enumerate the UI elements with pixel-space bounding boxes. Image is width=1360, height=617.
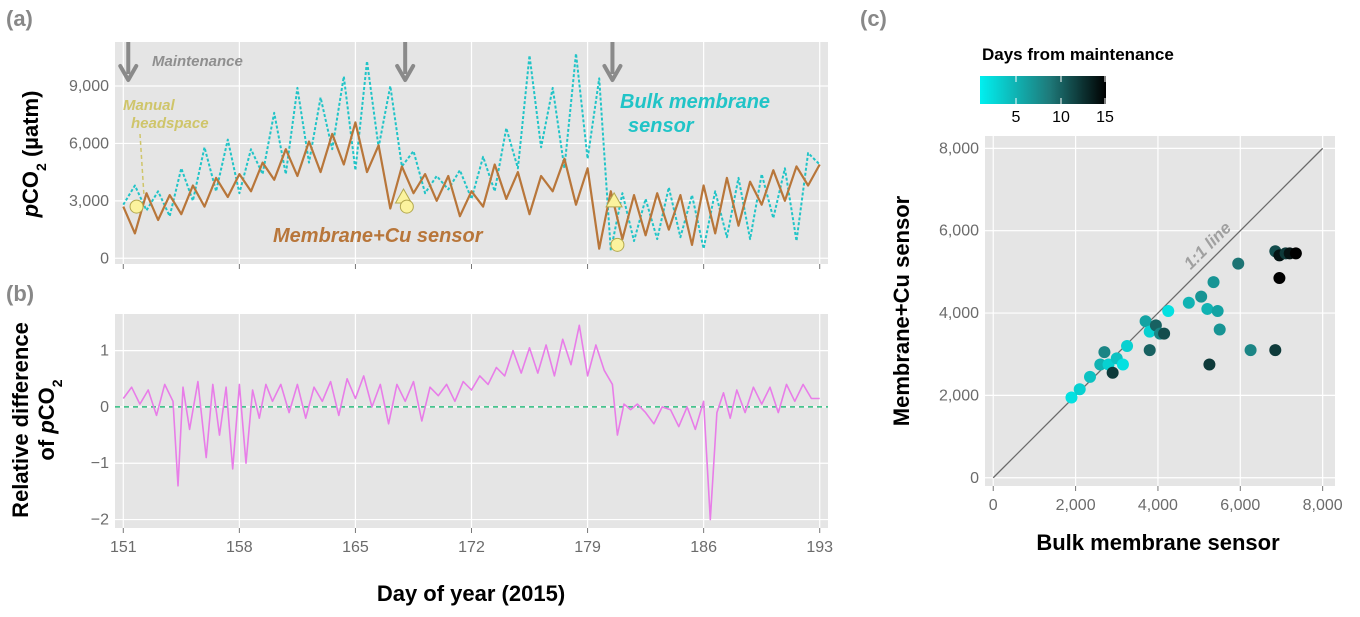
manual-headspace-pointer [139,133,145,197]
panel-b-y-tick-label: −1 [91,455,109,472]
panel-c-y-tick-label: 4,000 [939,305,979,322]
maintenance-arrow-icon [118,64,139,82]
panel-b-y-axis-title-line2: of pCO2 [34,379,65,460]
panel-a-y-tick-label: 9,000 [69,78,109,95]
scatter-point [1213,323,1226,336]
headspace-circle [129,199,144,214]
colorbar-tick-label: 15 [1096,109,1114,126]
colorbar-tick-label: 10 [1052,109,1070,126]
one-to-one-line [992,147,1324,479]
panel-b-y-axis-title-line1: Relative difference [8,322,33,518]
scatter-point [1143,344,1156,357]
relative-difference-line [122,324,820,521]
panel-b-y-tick-label: −2 [91,512,109,529]
maintenance-arrow-icon [395,64,416,82]
panel-a-y-axis-title: pCO2 (µatm) [18,91,49,219]
cu-sensor-label: Membrane+Cu sensor [273,225,484,247]
scatter-point [1098,346,1111,359]
colorbar: Days from maintenance 5 10 15 [980,45,1174,126]
panel-b-x-tick-label: 165 [342,539,369,556]
scatter-point [1203,358,1216,371]
scatter-point [1116,358,1129,371]
panel-a-y-tick-label: 6,000 [69,135,109,152]
panel-b-x-ticks: 151 158 165 172 179 186 193 [110,528,833,556]
panel-a-y-tick-label: 0 [100,250,109,267]
panel-b-x-tick-label: 158 [226,539,253,556]
panel-b-y-tick-label: 1 [100,343,109,360]
panel-c-x-tick-label: 4,000 [1138,497,1178,514]
scatter-point [1289,247,1302,260]
panel-b-x-tick-label: 193 [806,539,833,556]
scatter-point [1162,305,1175,317]
panel-c-x-tick-label: 2,000 [1056,497,1096,514]
panel-a-x-ticks [122,264,821,269]
scatter-point [1106,366,1119,379]
scatter-point [1244,344,1257,357]
panel-c-x-axis-title: Bulk membrane sensor [1036,530,1280,555]
scatter-point [1065,391,1078,404]
headspace-triangle [605,191,623,208]
panel-c-y-tick-label: 2,000 [939,387,979,404]
panel-label-c: (c) [860,6,887,31]
panel-c-grid [985,136,1335,486]
colorbar-gradient [980,76,1106,104]
panel-b: −2 −1 0 1 151 158 165 172 179 186 193 Relative di… [8,314,833,606]
manual-headspace-markers [129,188,625,252]
panel-b-x-tick-label: 186 [690,539,717,556]
scatter-point [1084,370,1096,383]
panel-c-y-tick-label: 0 [970,470,979,487]
colorbar-ticks: 5 10 15 [1012,76,1114,126]
scatter-point [1269,344,1282,357]
manual-headspace-label-1: Manual [123,97,176,114]
colorbar-title: Days from maintenance [982,45,1174,64]
panel-c-x-tick-label: 8,000 [1303,497,1343,514]
panel-a: 0 3,000 6,000 9,000 Maintenance Manual head… [18,42,828,269]
panel-c-y-tick-label: 6,000 [939,223,979,240]
scatter-point [1273,272,1286,285]
scatter-point [1139,315,1152,328]
panel-c-x-tick-label: 0 [989,497,998,514]
maintenance-arrow-icon [602,64,623,82]
panel-a-grid [115,42,828,264]
panel-label-a: (a) [6,6,33,31]
colorbar-tick-label: 5 [1012,109,1021,126]
panel-c-y-tick-label: 8,000 [939,140,979,157]
cu-sensor-line [122,121,821,250]
headspace-circle [610,237,625,252]
scatter-point [1073,383,1086,396]
panel-c-ticks: 0 2,000 4,000 6,000 8,000 0 2,000 4,000 6,000 8,0… [939,140,1343,514]
panel-b-x-tick-label: 179 [574,539,601,556]
panel-c-x-tick-label: 6,000 [1220,497,1260,514]
headspace-circle [399,199,414,214]
scatter-point [1094,358,1107,371]
panel-a-y-tick-label: 3,000 [69,193,109,210]
panel-a-series [122,52,821,252]
panel-b-y-tick-label: 0 [100,399,109,416]
scatter-point [1182,296,1195,309]
manual-headspace-label-2: headspace [131,115,209,132]
scatter-point [1201,302,1214,315]
bulk-sensor-label-1: Bulk membrane [620,91,770,113]
panel-b-y-ticks: −2 −1 0 1 [91,343,109,529]
scatter-point [1232,257,1245,270]
panel-b-series [115,324,828,521]
maintenance-label: Maintenance [152,53,243,70]
bulk-sensor-label-2: sensor [628,115,695,137]
scatter-point [1195,290,1208,303]
scatter-point [1158,327,1171,340]
panel-b-x-axis-title: Day of year (2015) [377,581,565,606]
scatter-point [1211,305,1224,317]
scatter-point [1121,340,1134,352]
panel-b-x-tick-label: 172 [458,539,485,556]
panel-c-y-axis-title: Membrane+Cu sensor [889,195,914,426]
panel-b-x-tick-label: 151 [110,539,137,556]
scatter-point [1207,276,1220,289]
panel-a-y-ticks: 0 3,000 6,000 9,000 [69,78,109,267]
panel-c: 0 2,000 4,000 6,000 8,000 0 2,000 4,000 6,000 8,0… [889,45,1343,555]
maintenance-arrows [118,42,623,82]
bulk-sensor-line [122,52,821,252]
scatter-points [1065,245,1302,404]
panel-label-b: (b) [6,281,34,306]
